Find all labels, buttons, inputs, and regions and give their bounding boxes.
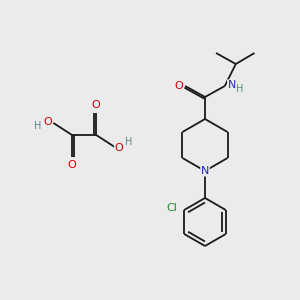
Text: O: O: [92, 100, 100, 110]
Text: H: H: [236, 84, 244, 94]
Text: O: O: [115, 143, 123, 153]
Text: H: H: [125, 137, 133, 147]
Text: N: N: [228, 80, 236, 90]
Text: O: O: [175, 81, 184, 91]
Text: Cl: Cl: [167, 203, 178, 213]
Text: O: O: [43, 117, 52, 127]
Text: H: H: [34, 121, 41, 131]
Text: O: O: [68, 160, 76, 170]
Text: N: N: [201, 166, 209, 176]
